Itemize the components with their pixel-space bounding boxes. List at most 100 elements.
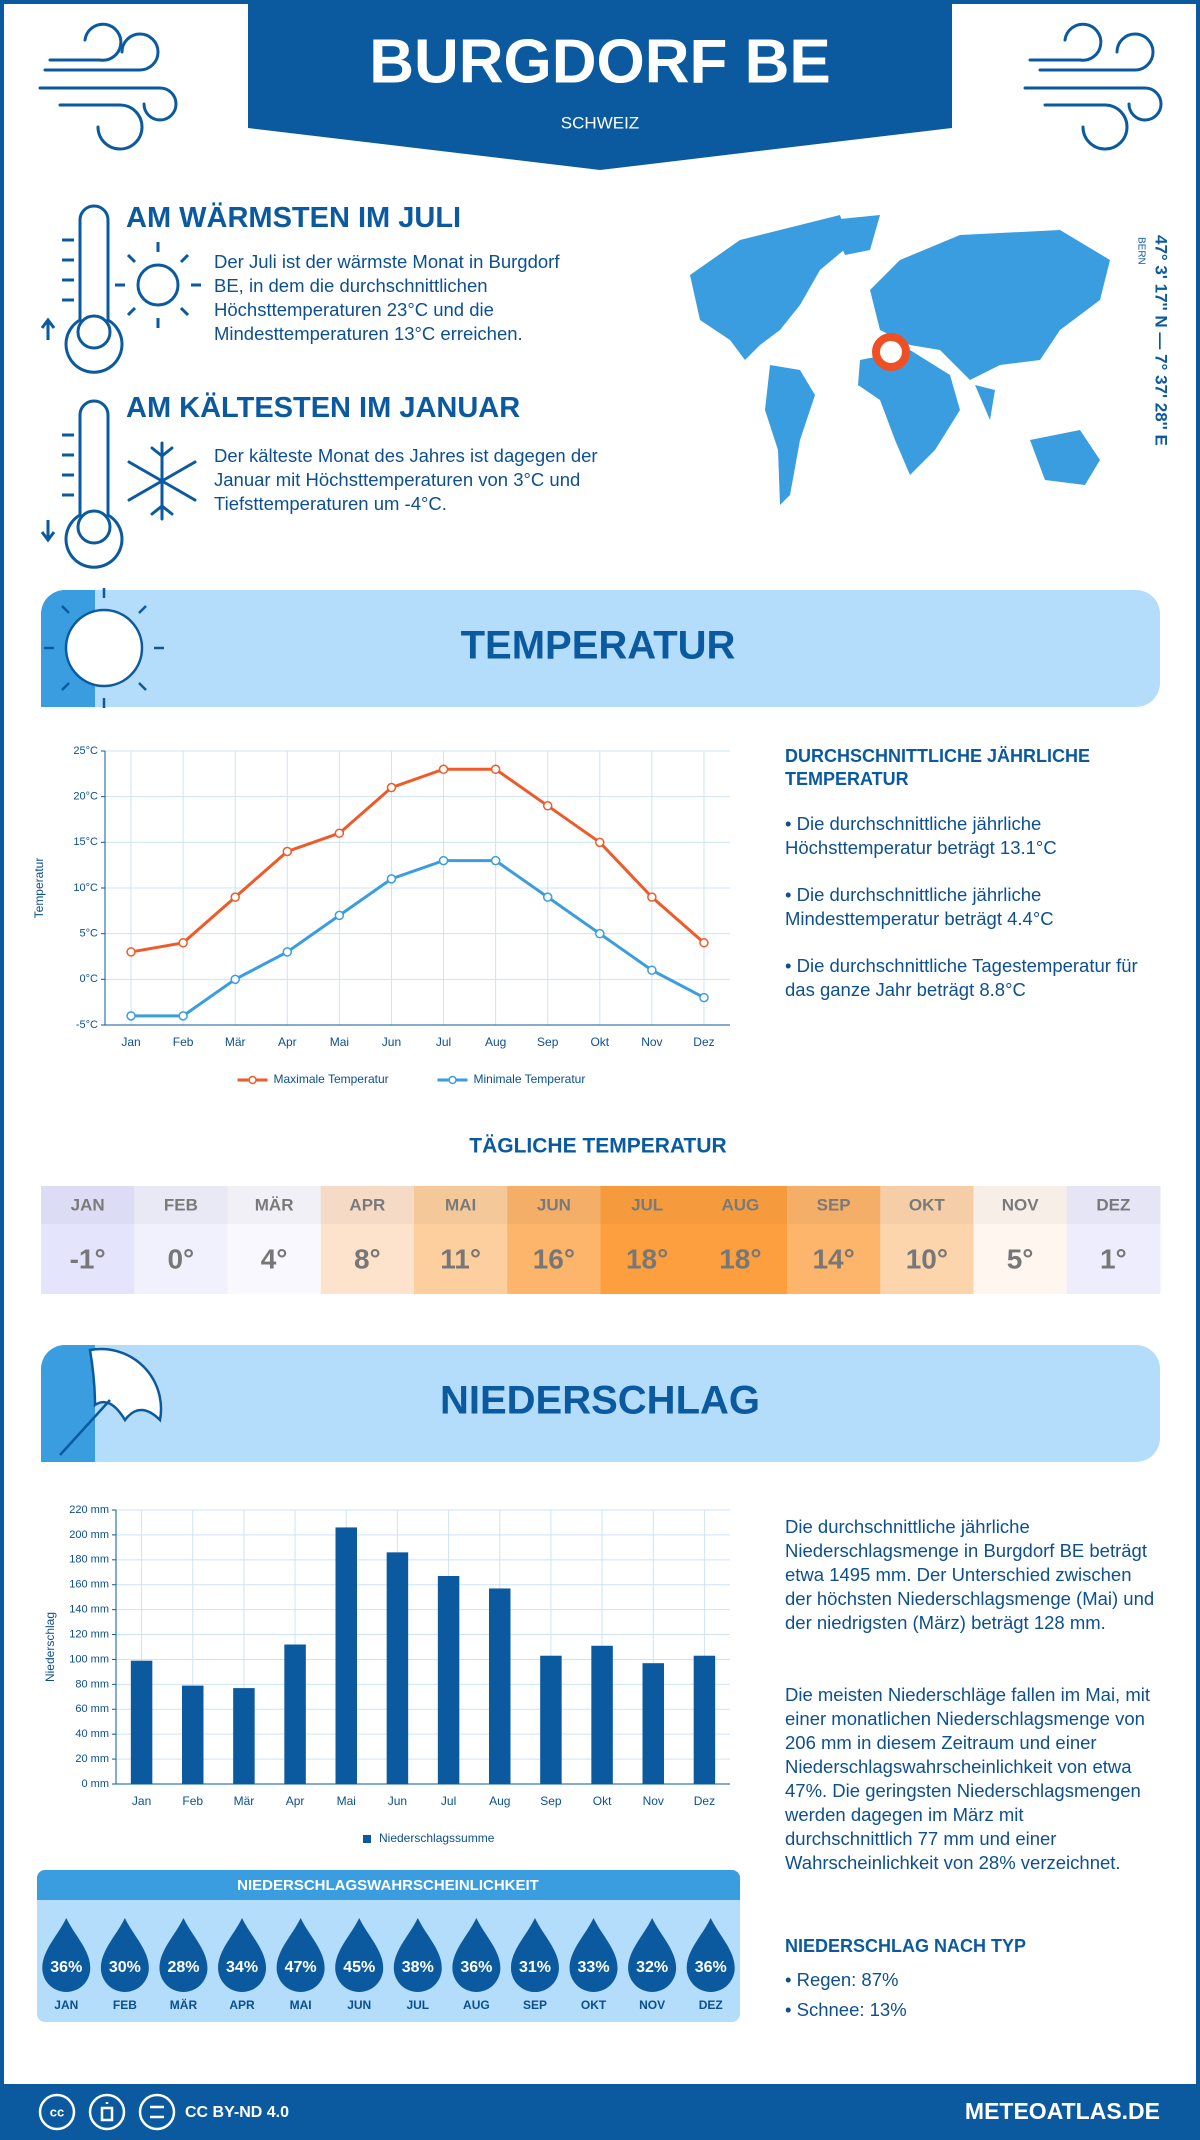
y-tick-label: 200 mm <box>69 1529 109 1541</box>
y-tick-label: 40 mm <box>75 1728 109 1740</box>
bar <box>591 1645 613 1784</box>
point <box>178 1011 188 1021</box>
legend-label: Maximale Temperatur <box>274 1072 389 1086</box>
x-tick-label: Mai <box>337 1794 356 1808</box>
title: BURGDORF BE <box>369 27 831 96</box>
drop <box>686 1918 735 1992</box>
coordinates: 47° 3' 17'' N — 7° 37' 28'' E <box>1152 235 1171 446</box>
summary-heading: DURCHSCHNITTLICHE JÄHRLICHE TEMPERATUR <box>785 746 1090 789</box>
probability-month: DEZ <box>699 1998 723 2012</box>
bar <box>130 1660 153 1784</box>
point <box>178 938 188 948</box>
highlight-heading: AM KÄLTESTEN IM JANUAR <box>126 392 521 424</box>
bar <box>437 1576 460 1784</box>
point <box>647 965 657 975</box>
x-tick-label: Mär <box>234 1794 255 1808</box>
probability-value: 38% <box>402 1959 434 1976</box>
drop <box>218 1918 267 1992</box>
capital: BERN <box>1135 237 1146 265</box>
probability-value: 34% <box>226 1959 258 1976</box>
summary-bullet: • Die durchschnittliche jährliche Höchst… <box>785 813 1057 858</box>
value-cell <box>973 1224 1068 1294</box>
banner-sun <box>44 588 164 708</box>
table-title: TÄGLICHE TEMPERATUR <box>469 1135 726 1158</box>
probability-value: 36% <box>50 1959 82 1976</box>
point <box>595 928 605 939</box>
y-tick-label: 60 mm <box>75 1703 109 1715</box>
month-cell <box>787 1186 881 1224</box>
legend-label: Minimale Temperatur <box>474 1072 586 1086</box>
probability-value: 30% <box>109 1959 141 1976</box>
point <box>126 1011 136 1021</box>
bar <box>182 1685 204 1784</box>
probability-value: 28% <box>167 1959 199 1976</box>
bar <box>540 1655 562 1784</box>
probability-value: 47% <box>285 1959 317 1976</box>
month-cell <box>1066 1186 1161 1224</box>
x-tick-label: Jan <box>121 1035 140 1049</box>
footer-band <box>0 2084 1200 2140</box>
value-cell <box>600 1224 695 1294</box>
x-tick-label: Jun <box>388 1794 407 1808</box>
y-tick-label: 140 mm <box>69 1604 109 1616</box>
value-cell <box>134 1224 228 1294</box>
wind-icon <box>38 22 178 151</box>
temp-value: 16° <box>533 1243 575 1274</box>
point <box>126 947 136 957</box>
probability-month: NOV <box>639 1998 665 2012</box>
month-label: FEB <box>164 1195 198 1214</box>
x-tick-label: Feb <box>182 1794 203 1808</box>
month-label: NOV <box>1002 1195 1040 1214</box>
y-axis-label: Niederschlag <box>43 1612 57 1682</box>
value-cell <box>414 1224 508 1294</box>
temp-value: 8° <box>354 1243 381 1274</box>
bar <box>386 1552 409 1784</box>
highlight-text: Der Juli ist der wärmste Monat in Burgdo… <box>214 251 560 344</box>
probability-box <box>37 1870 740 2022</box>
probability-value: 32% <box>636 1959 668 1976</box>
header-band <box>248 0 952 170</box>
point <box>230 892 240 902</box>
line <box>131 859 705 1018</box>
point <box>490 764 501 775</box>
drop <box>42 1918 91 1993</box>
drop <box>393 1918 442 1992</box>
month-label: JAN <box>71 1195 105 1214</box>
drop <box>569 1918 618 1992</box>
drop <box>628 1918 677 1992</box>
probability-month: FEB <box>113 1998 137 2012</box>
summary-bullet: • Die durchschnittliche jährliche Mindes… <box>785 884 1054 929</box>
probability-month: JAN <box>54 1998 78 2012</box>
cc-icon: cc <box>50 2104 64 2119</box>
x-tick-label: Dez <box>694 1794 715 1808</box>
probability-month: SEP <box>523 1998 547 2012</box>
thermometer-cold <box>40 399 124 569</box>
value-cell <box>880 1224 974 1294</box>
point <box>282 947 293 957</box>
x-tick-label: Apr <box>278 1035 297 1049</box>
y-axis-label: Temperatur <box>32 858 46 919</box>
month-cell <box>973 1186 1068 1224</box>
month-cell <box>320 1186 415 1224</box>
probability-value: 36% <box>695 1959 727 1976</box>
value-cell <box>507 1224 601 1294</box>
month-label: SEP <box>817 1195 851 1214</box>
value-cell <box>320 1224 415 1294</box>
temp-value: 1° <box>1100 1243 1127 1274</box>
y-tick-label: 10°C <box>73 882 98 894</box>
banner-umbrella <box>59 1347 163 1456</box>
type-heading: NIEDERSCHLAG NACH TYP <box>785 1936 1027 1956</box>
month-label: DEZ <box>1096 1195 1130 1214</box>
point <box>438 764 449 775</box>
point <box>334 828 345 838</box>
section-title: TEMPERATUR <box>461 624 736 668</box>
month-cell <box>507 1186 601 1224</box>
bar <box>693 1655 716 1784</box>
banner <box>41 590 1160 707</box>
y-tick-label: 220 mm <box>69 1504 109 1516</box>
temp-value: 18° <box>719 1243 761 1274</box>
month-cell <box>414 1186 508 1224</box>
legend-swatch <box>363 1835 371 1843</box>
point <box>282 846 293 857</box>
